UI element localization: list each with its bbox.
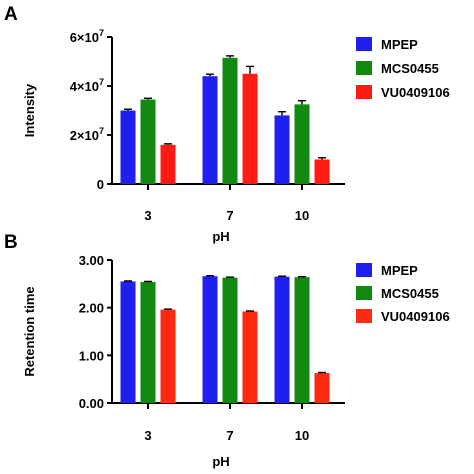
bar-mcs0455-ph-7 <box>222 277 238 403</box>
bar-mcs0455-ph-3 <box>140 281 156 403</box>
x-tick-label: 7 <box>226 428 233 443</box>
legend-swatch <box>356 309 372 323</box>
bar-mpep-ph-7 <box>202 276 218 403</box>
legend-swatch <box>356 61 372 75</box>
panel-letter: A <box>4 4 18 25</box>
y-tick-label: 2.00 <box>79 301 104 316</box>
y-tick-label: 0 <box>97 177 104 192</box>
bar-mpep-ph-7 <box>202 76 218 184</box>
chart-panel-a: A 0 2×107 4×107 6×107 Intensity 3 7 10 pH MPEP MCS0… <box>4 4 450 244</box>
x-tick-label: 7 <box>226 208 233 223</box>
y-tick-label: 0.00 <box>79 396 104 411</box>
bar-vu0409106-ph-10 <box>314 159 330 184</box>
x-tick-label: 10 <box>295 208 309 223</box>
y-tick-label: 6×107 <box>70 28 104 45</box>
y-tick-label: 3.00 <box>79 253 104 268</box>
x-tick-label: 3 <box>144 428 151 443</box>
bar-vu0409106-ph-10 <box>314 372 330 403</box>
legend-label: MPEP <box>381 37 418 52</box>
x-axis-title: pH <box>212 454 229 469</box>
y-tick-label: 4×107 <box>70 77 104 94</box>
legend-label: MCS0455 <box>381 286 439 301</box>
bar-vu0409106-ph-7 <box>242 311 258 403</box>
legend-swatch <box>356 286 372 300</box>
y-tick-label: 1.00 <box>79 348 104 363</box>
bar-mpep-ph-3 <box>120 281 136 403</box>
bar-vu0409106-ph-3 <box>160 309 176 403</box>
legend-swatch <box>356 37 372 51</box>
panel-letter: B <box>4 232 18 253</box>
legend-label: MPEP <box>381 263 418 278</box>
legend-swatch <box>356 85 372 99</box>
legend-swatch <box>356 263 372 277</box>
bar-mcs0455-ph-7 <box>222 57 238 185</box>
bar-mcs0455-ph-3 <box>140 99 156 184</box>
bar-vu0409106-ph-7 <box>242 73 258 184</box>
y-axis-title: Intensity <box>22 83 37 137</box>
y-tick-label: 2×107 <box>70 126 104 143</box>
legend-label: VU0409106 <box>381 309 450 324</box>
x-axis-title: pH <box>212 229 229 244</box>
chart-panel-b: B 0.00 1.00 2.00 3.00 Retention time 3 7 10 pH MPE… <box>4 232 450 469</box>
x-tick-label: 10 <box>295 428 309 443</box>
legend-label: VU0409106 <box>381 85 450 100</box>
x-tick-label: 3 <box>144 208 151 223</box>
bar-mcs0455-ph-10 <box>294 104 310 184</box>
legend-label: MCS0455 <box>381 61 439 76</box>
bar-mpep-ph-10 <box>274 276 290 403</box>
bar-mcs0455-ph-10 <box>294 277 310 403</box>
bar-mpep-ph-3 <box>120 110 136 184</box>
bar-vu0409106-ph-3 <box>160 144 176 184</box>
y-axis-title: Retention time <box>22 286 37 376</box>
bar-mpep-ph-10 <box>274 115 290 184</box>
